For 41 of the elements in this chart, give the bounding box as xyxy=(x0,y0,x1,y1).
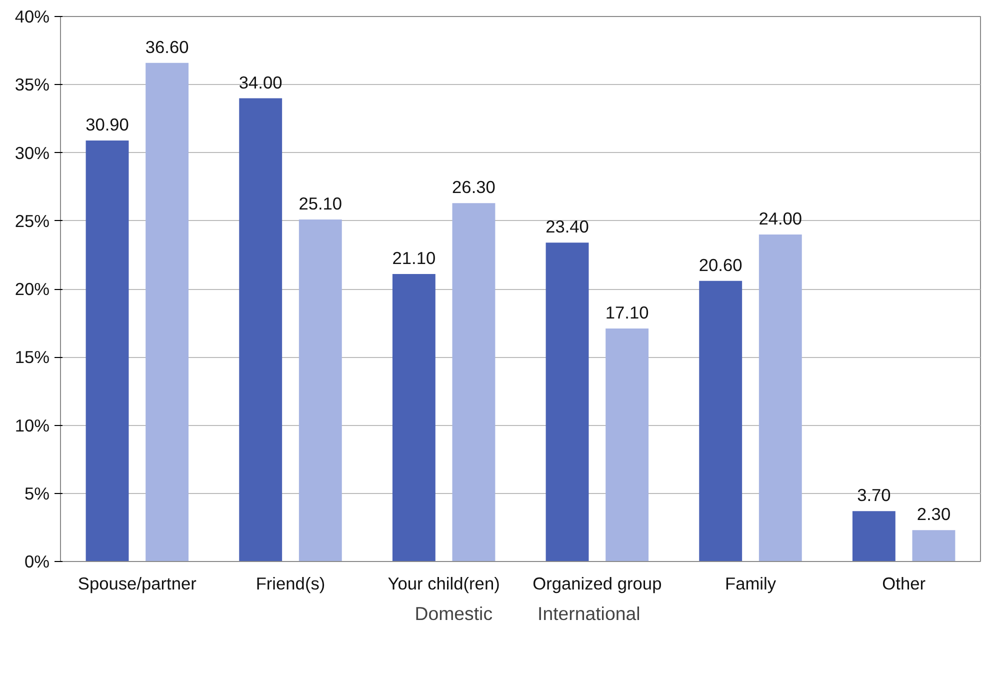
data-label: 34.00 xyxy=(238,72,282,92)
y-tick-label: 35% xyxy=(14,74,50,95)
bar xyxy=(606,328,649,562)
text: Domestic xyxy=(414,603,493,625)
x-tick-label: Organized group xyxy=(532,574,662,594)
data-label: 26.30 xyxy=(452,177,496,198)
y-tick-label: 0% xyxy=(24,552,50,572)
bar xyxy=(758,234,802,562)
y-tick-label: 10% xyxy=(14,415,50,436)
bar xyxy=(852,511,896,562)
x-tick-label: Other xyxy=(882,574,926,594)
y-tick-label: 5% xyxy=(24,483,50,504)
bar xyxy=(912,530,956,562)
bar xyxy=(298,220,342,562)
data-label: 17.10 xyxy=(605,302,649,323)
bar xyxy=(452,203,496,562)
data-label: 36.60 xyxy=(145,36,189,57)
data-label: 25.10 xyxy=(298,194,342,214)
y-tick-label: 40% xyxy=(14,6,50,26)
x-tick-label: Spouse/partner xyxy=(78,574,197,594)
bar xyxy=(699,280,742,562)
bar xyxy=(546,242,589,562)
y-tick-label: 15% xyxy=(14,347,50,368)
bar xyxy=(392,274,436,562)
y-tick-label: 20% xyxy=(14,279,50,299)
y-tick-label: 25% xyxy=(14,210,50,231)
x-tick-label: Family xyxy=(724,574,776,594)
x-tick-label: Your child(ren) xyxy=(388,574,500,594)
data-label: 21.10 xyxy=(392,248,436,268)
bar xyxy=(239,98,282,562)
bar xyxy=(86,140,129,562)
y-tick-label: 30% xyxy=(14,142,50,163)
data-label: 24.00 xyxy=(758,208,802,228)
data-label: 2.30 xyxy=(916,504,951,524)
bar xyxy=(146,62,189,562)
x-tick-label: Friend(s) xyxy=(256,574,326,594)
data-label: 3.70 xyxy=(857,485,891,506)
data-label: 20.60 xyxy=(698,254,742,275)
data-label: 23.40 xyxy=(546,216,589,237)
text: International xyxy=(538,603,640,625)
data-label: 30.90 xyxy=(86,114,129,134)
